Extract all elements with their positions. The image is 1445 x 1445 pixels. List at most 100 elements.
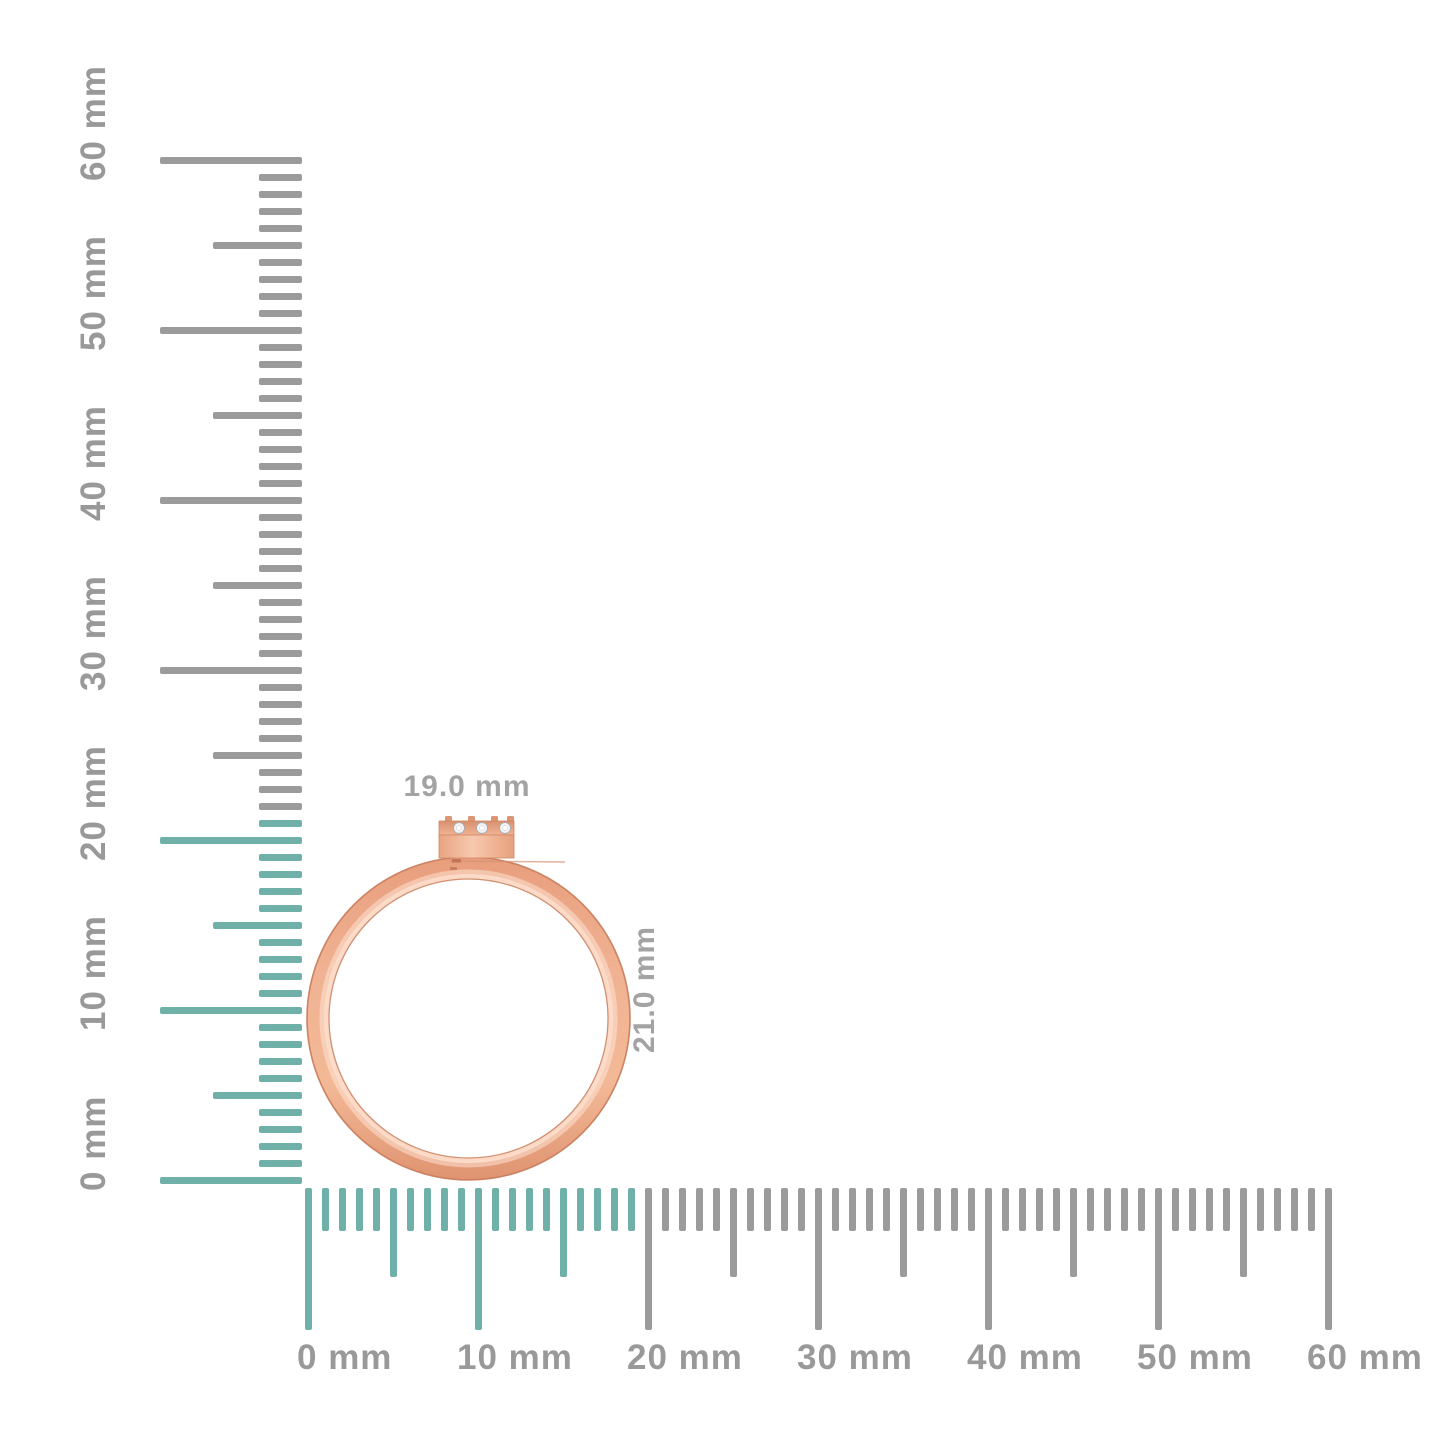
v-tick-49mm [259,343,302,351]
v-tick-59mm [259,173,302,181]
v-tick-9mm [259,1023,302,1031]
v-tick-52mm [259,292,302,300]
v-ruler-label-10mm: 10 mm [74,915,113,1031]
v-tick-51mm [259,309,302,317]
h-tick-56mm [1256,1188,1264,1231]
h-tick-51mm [1171,1188,1179,1231]
h-tick-10mm [474,1188,482,1330]
h-tick-52mm [1188,1188,1196,1231]
h-tick-50mm [1154,1188,1162,1330]
h-ruler-label-10mm: 10 mm [457,1338,573,1377]
v-tick-25mm [213,751,302,759]
h-tick-18mm [610,1188,618,1231]
v-tick-27mm [259,717,302,725]
h-tick-11mm [491,1188,499,1231]
v-tick-46mm [259,394,302,402]
h-tick-27mm [763,1188,771,1231]
v-tick-57mm [259,207,302,215]
h-tick-12mm [508,1188,516,1231]
v-tick-20mm [160,836,302,844]
h-tick-19mm [627,1188,635,1231]
v-tick-41mm [259,479,302,487]
v-tick-34mm [259,598,302,606]
h-tick-42mm [1018,1188,1026,1231]
v-tick-13mm [259,955,302,963]
v-tick-6mm [259,1074,302,1082]
v-ruler-label-50mm: 50 mm [74,235,113,351]
v-tick-23mm [259,785,302,793]
v-tick-55mm [213,241,302,249]
v-tick-31mm [259,649,302,657]
v-tick-35mm [213,581,302,589]
h-tick-25mm [729,1188,737,1277]
v-tick-60mm [160,156,302,164]
h-tick-33mm [865,1188,873,1231]
v-tick-37mm [259,547,302,555]
v-tick-36mm [259,564,302,572]
v-tick-21mm [259,819,302,827]
h-tick-60mm [1324,1188,1332,1330]
v-tick-56mm [259,224,302,232]
h-tick-48mm [1120,1188,1128,1231]
h-tick-39mm [967,1188,975,1231]
h-tick-57mm [1273,1188,1281,1231]
h-tick-13mm [525,1188,533,1231]
diamond-stone-3 [499,822,511,834]
diamond-stone-1 [453,822,465,834]
h-tick-3mm [355,1188,363,1231]
v-ruler-label-30mm: 30 mm [74,575,113,691]
h-tick-47mm [1103,1188,1111,1231]
v-tick-7mm [259,1057,302,1065]
h-ruler-label-0mm: 0 mm [297,1338,393,1377]
v-tick-45mm [213,411,302,419]
h-tick-34mm [882,1188,890,1231]
h-tick-26mm [746,1188,754,1231]
v-tick-2mm [259,1142,302,1150]
ring-height-label: 21.0 mm [628,925,661,1053]
ring-band [306,856,631,1181]
v-ruler-label-20mm: 20 mm [74,745,113,861]
ring-setting-plate [438,816,566,870]
h-tick-22mm [678,1188,686,1231]
h-tick-21mm [661,1188,669,1231]
h-tick-40mm [984,1188,992,1330]
h-tick-55mm [1239,1188,1247,1277]
h-tick-14mm [542,1188,550,1231]
h-tick-29mm [797,1188,805,1231]
h-tick-41mm [1001,1188,1009,1231]
ring-image [306,816,631,1181]
h-tick-45mm [1069,1188,1077,1277]
v-tick-16mm [259,904,302,912]
v-tick-15mm [213,921,302,929]
v-tick-24mm [259,768,302,776]
h-tick-8mm [440,1188,448,1231]
v-tick-32mm [259,632,302,640]
h-tick-38mm [950,1188,958,1231]
v-tick-39mm [259,513,302,521]
h-tick-2mm [338,1188,346,1231]
v-tick-53mm [259,275,302,283]
h-ruler-label-20mm: 20 mm [627,1338,743,1377]
h-ruler-label-60mm: 60 mm [1307,1338,1423,1377]
h-tick-31mm [831,1188,839,1231]
v-tick-33mm [259,615,302,623]
v-tick-47mm [259,377,302,385]
h-tick-54mm [1222,1188,1230,1231]
h-tick-7mm [423,1188,431,1231]
h-tick-44mm [1052,1188,1060,1231]
h-ruler-label-30mm: 30 mm [797,1338,913,1377]
h-tick-15mm [559,1188,567,1277]
h-ruler-label-50mm: 50 mm [1137,1338,1253,1377]
h-tick-20mm [644,1188,652,1330]
v-tick-30mm [160,666,302,674]
v-ruler-label-0mm: 0 mm [74,1095,113,1191]
h-tick-28mm [780,1188,788,1231]
v-tick-40mm [160,496,302,504]
ring-width-label: 19.0 mm [403,770,531,803]
h-tick-58mm [1290,1188,1298,1231]
h-tick-43mm [1035,1188,1043,1231]
v-tick-1mm [259,1159,302,1167]
v-tick-3mm [259,1125,302,1133]
v-ruler-label-60mm: 60 mm [74,65,113,181]
